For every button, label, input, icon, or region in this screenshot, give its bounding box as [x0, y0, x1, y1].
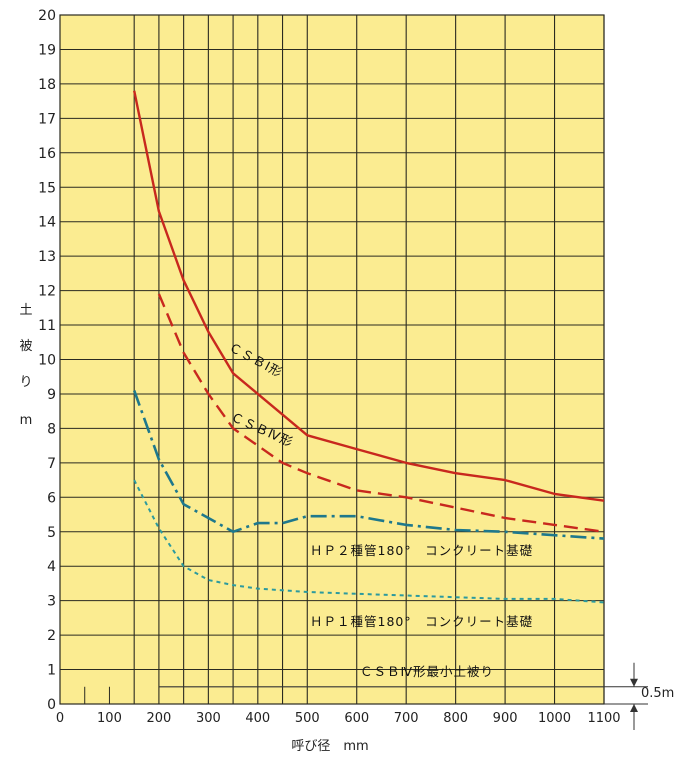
y-axis-label-char-2: 被 [19, 339, 32, 354]
series-line-2 [157, 293, 605, 533]
y-tick-label: 20 [38, 8, 56, 24]
x-tick-label: 600 [344, 711, 369, 726]
series-line-4 [133, 479, 605, 604]
y-tick-label: 1 [47, 663, 56, 679]
y-tick-label: 2 [47, 628, 56, 644]
x-tick-label: 1000 [538, 711, 571, 726]
y-tick-label: 8 [47, 421, 56, 437]
x-tick-label: 900 [493, 711, 518, 726]
y-tick-label: 3 [47, 594, 56, 610]
y-tick-label: 4 [47, 559, 56, 575]
y-tick-label: 18 [38, 77, 56, 93]
x-tick-label: 700 [394, 711, 419, 726]
y-tick-label: 9 [47, 387, 56, 403]
x-axis-label: 呼び径 mm [291, 739, 368, 754]
horizontal-gridlines [60, 14, 604, 705]
x-tick-label: 200 [146, 711, 171, 726]
x-tick-labels: 0 100 200 300 400 500 600 700 800 900 1000 1100 [56, 711, 621, 726]
y-tick-label: 6 [47, 490, 56, 506]
y-axis-label-char-4: m [20, 413, 33, 428]
y-tick-label: 11 [38, 318, 56, 334]
y-tick-label: 16 [38, 146, 56, 162]
y-axis-label-char-3: り [19, 375, 32, 390]
y-tick-label: 14 [38, 215, 56, 231]
x-tick-label: 500 [295, 711, 320, 726]
series-line-1 [133, 90, 605, 502]
y-axis-label-char-1: 土 [19, 303, 32, 318]
dimension-arrow-bottom-head [630, 704, 638, 712]
x-tick-label: 300 [196, 711, 221, 726]
x-tick-label: 800 [443, 711, 468, 726]
y-tick-label: 0 [47, 697, 56, 713]
min-cover-dimension-marker [604, 662, 648, 730]
y-tick-label: 19 [38, 42, 56, 58]
x-tick-label: 1100 [587, 711, 620, 726]
dimension-label: 0.5m [641, 686, 674, 701]
y-tick-label: 10 [38, 353, 56, 369]
y-tick-label: 5 [47, 525, 56, 541]
y-tick-label: 13 [38, 249, 56, 265]
series-line-3 [132, 390, 605, 540]
annotation-hp1: ＨＰ１種管180° コンクリート基礎 [310, 614, 533, 629]
x-tick-label: 100 [97, 711, 122, 726]
y-tick-label: 7 [47, 456, 56, 472]
x-tick-label: 0 [56, 711, 64, 726]
y-tick-label: 17 [38, 111, 56, 127]
y-tick-label: 15 [38, 180, 56, 196]
y-axis-label: 土 被 り m [19, 303, 32, 428]
x-tick-label: 400 [245, 711, 270, 726]
vertical-gridlines [133, 15, 605, 704]
x-minor-ticks [84, 686, 110, 704]
annotation-min-cover: ＣＳＢⅣ形最小土被り [360, 664, 494, 679]
series-layer [132, 90, 605, 688]
annotation-hp2: ＨＰ２種管180° コンクリート基礎 [310, 543, 533, 558]
y-tick-label: 12 [38, 284, 56, 300]
dimension-arrow-top-head [630, 678, 638, 687]
